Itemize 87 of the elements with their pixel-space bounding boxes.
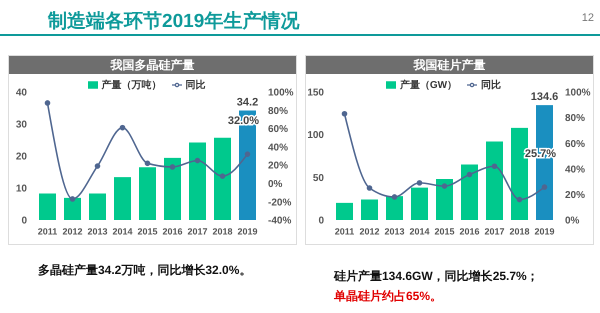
bar [189, 142, 206, 220]
bar [89, 193, 106, 220]
point [542, 184, 548, 190]
y-tick-label: 0 [318, 216, 324, 227]
x-tick-label: 2012 [359, 226, 380, 236]
y2-tick-label: 40% [565, 164, 586, 176]
y2-tick-label: 20% [268, 160, 288, 172]
chart-title: 我国硅片产量 [306, 56, 593, 74]
point [442, 183, 448, 189]
x-tick-label: 2015 [434, 226, 455, 236]
bar [361, 200, 378, 220]
y2-tick-label: 0% [565, 216, 580, 227]
legend-label: 同比 [481, 80, 502, 91]
text: 多晶硅产量34.2万吨，同比增长32.0%。 [38, 262, 252, 279]
y-tick-label: 0 [21, 216, 28, 227]
y2-tick-label: 80% [565, 113, 586, 124]
y-tick-label: 10 [16, 184, 28, 195]
bar [436, 179, 453, 220]
y2-tick-label: 20% [565, 190, 586, 201]
bar [411, 188, 428, 220]
y-tick-label: 100 [307, 130, 324, 142]
x-tick-label: 2017 [187, 226, 208, 236]
text: 单晶硅片约占65%。 [334, 288, 442, 305]
text: 硅片产量134.6GW，同比增长25.7%； [334, 268, 539, 285]
point [466, 172, 472, 178]
point [516, 196, 522, 202]
point [120, 124, 126, 130]
x-tick-label: 2013 [87, 226, 108, 236]
x-tick-label: 2014 [409, 226, 430, 236]
point [342, 110, 348, 117]
x-tick-label: 2019 [237, 226, 258, 236]
bar [336, 202, 353, 220]
point [194, 158, 200, 164]
data-label: 34.2 [236, 96, 258, 109]
bar [386, 196, 403, 220]
bar [39, 193, 56, 220]
point [366, 185, 372, 191]
legend-label: 同比 [186, 80, 206, 91]
y-tick-label: 50 [312, 172, 324, 184]
point [244, 151, 250, 157]
x-tick-label: 2013 [384, 226, 405, 236]
point [44, 100, 50, 106]
y2-tick-label: -40% [268, 216, 292, 227]
y-tick-label: 40 [16, 88, 28, 99]
legend-label: 产量（GW） [400, 80, 458, 91]
y2-tick-label: 60% [565, 138, 586, 150]
y-tick-label: 150 [307, 88, 324, 99]
point [416, 180, 422, 186]
point [220, 173, 226, 179]
point [94, 163, 100, 169]
x-tick-label: 2011 [334, 226, 354, 236]
bar [461, 164, 478, 220]
bar [64, 198, 81, 220]
y2-tick-label: 100% [565, 88, 591, 99]
data-label: 134.6 [530, 91, 558, 104]
y2-tick-label: -20% [268, 197, 292, 208]
point [144, 160, 150, 166]
x-tick-label: 2018 [509, 226, 530, 236]
y2-tick-label: 60% [268, 124, 288, 136]
point [170, 164, 176, 170]
x-tick-label: 2012 [62, 226, 83, 236]
text: 制造端各环节2019年生产情况 [48, 10, 300, 34]
bar [214, 138, 231, 220]
bar [114, 177, 131, 220]
x-tick-label: 2017 [484, 226, 505, 236]
x-tick-label: 2016 [162, 226, 183, 236]
bar [164, 158, 181, 220]
y-tick-label: 20 [16, 152, 28, 163]
y2-tick-label: 100% [268, 88, 294, 99]
chart-title: 我国多晶硅产量 [9, 56, 296, 74]
y2-tick-label: 40% [268, 142, 288, 154]
text: 12 [582, 12, 594, 24]
y2-tick-label: 80% [268, 106, 288, 117]
x-tick-label: 2011 [38, 226, 58, 236]
point [492, 163, 498, 170]
bar [486, 141, 503, 220]
bar [139, 167, 156, 220]
legend-label: 产量（万吨） [102, 80, 162, 91]
x-tick-label: 2014 [112, 226, 133, 236]
x-tick-label: 2018 [212, 226, 233, 236]
x-tick-label: 2019 [534, 226, 555, 236]
point [392, 194, 398, 200]
y2-tick-label: 0% [268, 178, 283, 190]
y-tick-label: 30 [16, 120, 28, 131]
x-tick-label: 2015 [137, 226, 158, 236]
x-tick-label: 2016 [459, 226, 480, 236]
point [70, 196, 76, 202]
